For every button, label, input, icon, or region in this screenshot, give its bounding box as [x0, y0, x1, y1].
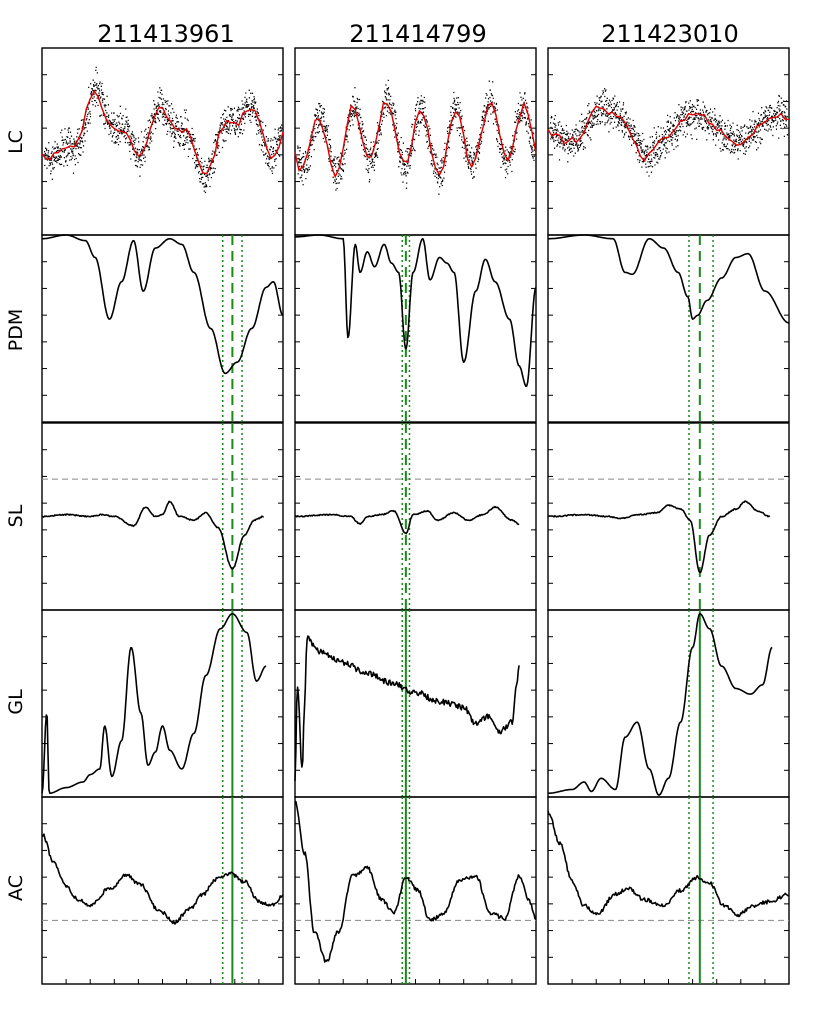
sl-curve-1: [41, 500, 264, 570]
panel-frame-gl-3: [547, 609, 790, 798]
column-title-1: 211413961: [97, 20, 234, 48]
pdm-curve-1: [42, 234, 284, 375]
row-label-lc: LC: [5, 130, 27, 154]
panel-frame-ac-3: [547, 796, 790, 985]
lc-binned-line-3: [547, 105, 790, 163]
pdm-curve-2: [295, 234, 537, 387]
panel-frame-sl-1: [41, 422, 284, 611]
ac-curve-3: [547, 810, 790, 918]
panel-frame-sl-3: [547, 422, 790, 611]
panel-frame-sl-2: [294, 422, 537, 611]
gl-curve-3: [547, 613, 773, 796]
gl-curve-2: [294, 635, 520, 782]
lc-binned-line-2: [294, 100, 537, 179]
panel-frame-lc-1: [41, 47, 284, 236]
lc-binned-line-1: [41, 89, 284, 175]
row-label-sl: SL: [5, 504, 27, 527]
row-label-pdm: PDM: [5, 309, 27, 351]
lc-data-points-3: [550, 88, 789, 177]
pdm-curve-3: [548, 234, 790, 324]
lc-data-points-1: [44, 66, 283, 194]
row-label-gl: GL: [5, 689, 27, 715]
panel-frame-pdm-1: [41, 234, 284, 423]
panel-frame-pdm-3: [547, 234, 790, 423]
panel-frame-gl-1: [41, 609, 284, 798]
ac-curve-1: [41, 833, 284, 925]
ac-curve-2: [294, 800, 537, 963]
panel-frame-ac-1: [41, 796, 284, 985]
panel-frame-lc-2: [294, 47, 537, 236]
column-title-3: 211423010: [601, 20, 738, 48]
sl-curve-2: [294, 505, 520, 535]
lc-data-points-2: [297, 79, 536, 195]
row-label-ac: AC: [5, 875, 27, 901]
panel-frame-pdm-2: [294, 234, 537, 423]
column-title-2: 211414799: [349, 20, 486, 48]
panel-frame-lc-3: [547, 47, 790, 236]
panel-frame-gl-2: [294, 609, 537, 798]
gl-curve-1: [41, 612, 267, 794]
panels-layer: [41, 47, 790, 985]
sl-curve-3: [547, 500, 771, 574]
